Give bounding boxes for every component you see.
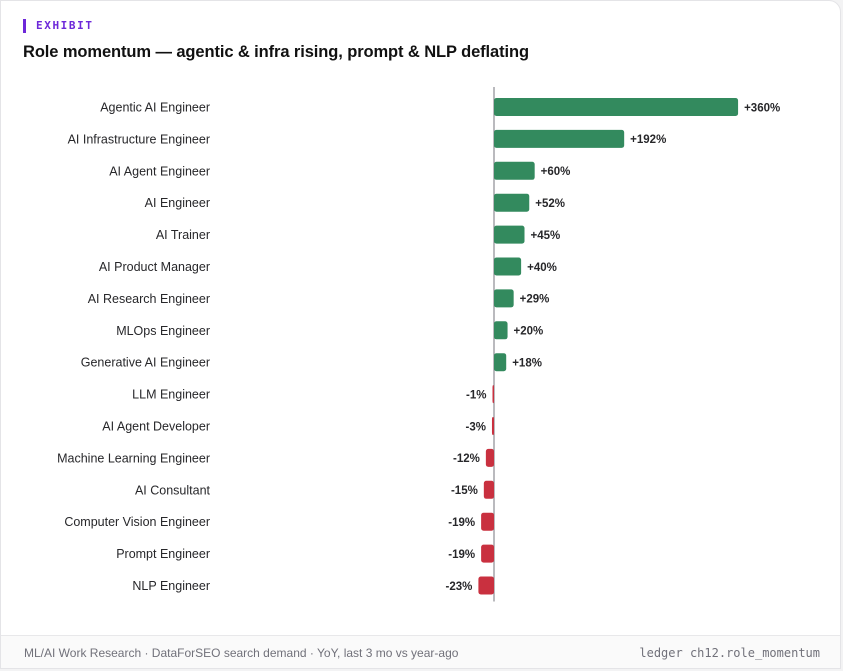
bar <box>494 225 525 244</box>
value-label: +18% <box>512 358 542 370</box>
category-label: AI Engineer <box>145 196 210 210</box>
value-label: +40% <box>527 262 557 274</box>
exhibit-eyebrow: EXHIBIT <box>23 19 94 33</box>
bar <box>494 321 508 340</box>
chart-title: Role momentum — agentic & infra rising, … <box>23 43 529 61</box>
bar <box>494 353 507 372</box>
category-label: AI Research Engineer <box>88 292 210 306</box>
category-label: AI Consultant <box>135 483 211 497</box>
value-label: +52% <box>535 198 565 210</box>
bar <box>494 98 739 116</box>
category-label: AI Agent Engineer <box>109 164 210 178</box>
bar <box>494 289 514 308</box>
category-label: AI Product Manager <box>99 260 210 274</box>
bar <box>491 417 494 435</box>
bar <box>478 576 494 595</box>
value-label: -23% <box>446 581 473 593</box>
bar <box>494 193 530 212</box>
role-momentum-bar-chart: Agentic AI Engineer +360% AI Infrastructur… <box>57 87 780 602</box>
bar <box>483 480 494 499</box>
bar <box>485 448 494 467</box>
ledger-reference: ledger ch12.role_momentum <box>639 646 820 660</box>
value-label: -19% <box>448 517 475 529</box>
bar <box>494 257 522 276</box>
value-label: +29% <box>520 294 550 306</box>
value-label: -19% <box>448 549 475 561</box>
category-label: AI Agent Developer <box>102 420 210 434</box>
value-label: -12% <box>453 453 480 465</box>
value-label: +360% <box>744 102 780 114</box>
value-label: -15% <box>451 485 478 497</box>
value-label: -1% <box>466 389 486 401</box>
bar <box>494 161 535 180</box>
category-label: MLOps Engineer <box>116 324 210 338</box>
value-label: -3% <box>466 421 486 433</box>
source-note: ML/AI Work Research · DataForSEO search … <box>24 646 459 660</box>
value-label: +20% <box>514 326 544 338</box>
bar <box>492 385 494 404</box>
category-label: Machine Learning Engineer <box>57 451 210 465</box>
category-label: Generative AI Engineer <box>81 356 210 370</box>
category-label: AI Infrastructure Engineer <box>68 132 210 146</box>
category-label: Agentic AI Engineer <box>100 101 210 115</box>
bar <box>494 129 625 148</box>
category-label: NLP Engineer <box>132 579 210 593</box>
exhibit-footer: ML/AI Work Research · DataForSEO search … <box>1 635 840 668</box>
value-label: +192% <box>630 134 666 146</box>
value-label: +60% <box>541 166 571 178</box>
category-label: AI Trainer <box>156 228 210 242</box>
category-label: LLM Engineer <box>132 388 210 402</box>
bar <box>481 544 494 563</box>
bar <box>481 512 494 531</box>
value-label: +45% <box>531 230 561 242</box>
category-label: Computer Vision Engineer <box>64 515 210 529</box>
category-label: Prompt Engineer <box>116 547 210 561</box>
